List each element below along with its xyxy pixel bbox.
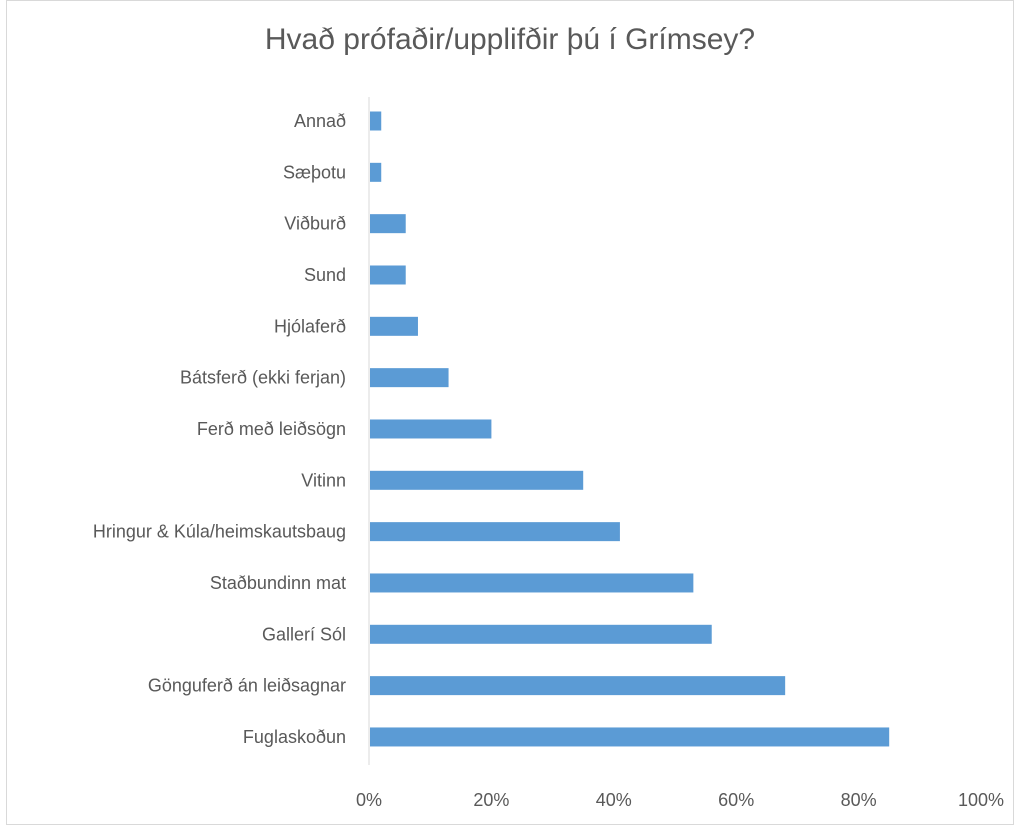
bar-9 xyxy=(370,573,694,593)
x-tick-label-2: 40% xyxy=(596,790,632,810)
bar-2 xyxy=(370,214,406,234)
category-label-7: Vitinn xyxy=(301,470,346,490)
x-tick-label-0: 0% xyxy=(356,790,382,810)
bar-8 xyxy=(370,522,620,542)
bar-4 xyxy=(370,316,418,336)
category-label-6: Ferð með leiðsögn xyxy=(197,419,346,439)
chart-title: Hvað prófaðir/upplifðir þú í Grímsey? xyxy=(265,23,755,56)
category-label-11: Gönguferð án leiðsagnar xyxy=(148,676,346,696)
bar-7 xyxy=(370,470,584,490)
category-label-5: Bátsferð (ekki ferjan) xyxy=(180,368,346,388)
x-tick-label-5: 100% xyxy=(958,790,1004,810)
x-tick-label-4: 80% xyxy=(841,790,877,810)
category-label-12: Fuglaskoðun xyxy=(243,727,346,747)
category-label-1: Sæþotu xyxy=(283,162,346,182)
bar-6 xyxy=(370,419,492,439)
category-label-9: Staðbundinn mat xyxy=(210,573,346,593)
bar-10 xyxy=(370,624,712,644)
category-label-2: Viðburð xyxy=(284,214,346,234)
bars-group xyxy=(370,111,890,747)
bar-12 xyxy=(370,727,890,747)
bar-3 xyxy=(370,265,406,285)
category-label-3: Sund xyxy=(304,265,346,285)
x-tick-labels: 0% 20% 40% 60% 80% 100% xyxy=(356,790,1004,810)
category-label-0: Annað xyxy=(294,111,346,131)
category-label-4: Hjólaferð xyxy=(274,316,346,336)
bar-11 xyxy=(370,676,786,696)
bar-1 xyxy=(370,162,382,182)
x-tick-label-3: 60% xyxy=(718,790,754,810)
bar-0 xyxy=(370,111,382,131)
category-label-8: Hringur & Kúla/heimskautsbaug xyxy=(93,522,346,542)
x-tick-label-1: 20% xyxy=(473,790,509,810)
bar-5 xyxy=(370,368,449,388)
category-labels: Annað Sæþotu Viðburð Sund Hjólaferð Bátsferð … xyxy=(93,111,346,747)
category-label-10: Gallerí Sól xyxy=(262,624,346,644)
